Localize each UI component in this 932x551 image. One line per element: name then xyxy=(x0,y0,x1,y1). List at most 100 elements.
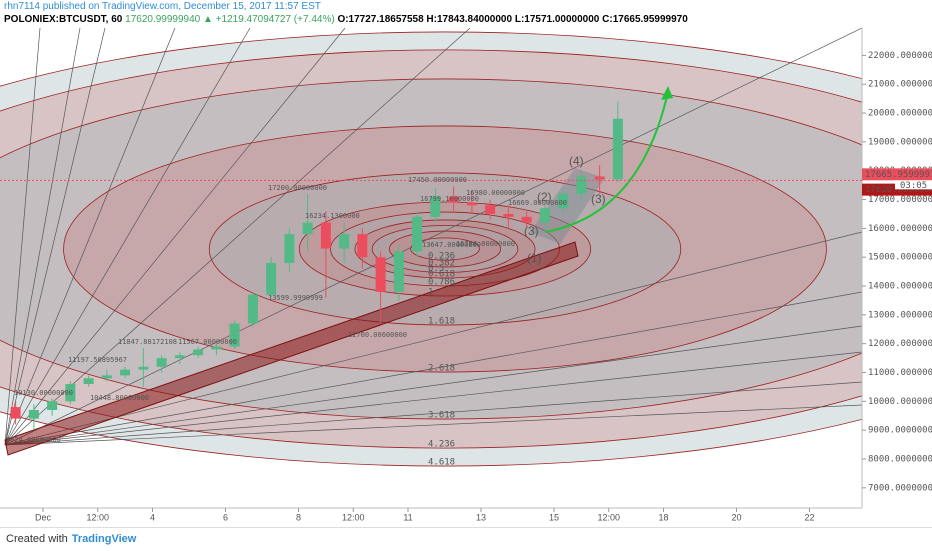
countdown: 03:05 xyxy=(900,181,927,191)
candle-body xyxy=(521,216,532,223)
fib-label: 2.618 xyxy=(428,364,455,374)
fib-label: 0.618 xyxy=(428,270,455,280)
price-axis xyxy=(862,28,932,527)
fib-label: 4.236 xyxy=(428,440,455,450)
candle-body xyxy=(101,375,112,379)
candle-body xyxy=(576,176,587,194)
candle-body xyxy=(10,407,21,419)
channel xyxy=(4,241,579,456)
forecast-arrow xyxy=(544,91,669,233)
x-tick-label: 4 xyxy=(150,512,155,522)
candle-body xyxy=(174,355,185,359)
author-line: rhn7114 published on TradingView.com, De… xyxy=(4,1,321,12)
y-tick-label: 8000.00000000 xyxy=(868,454,932,464)
candle-body xyxy=(284,234,295,263)
countdown-bg xyxy=(895,180,932,190)
y-tick-label: 9000.00000000 xyxy=(868,426,932,436)
price-annotation: 10130.00000000 xyxy=(14,389,73,397)
open: O:17727.18657558 xyxy=(337,14,424,25)
price-annotation: 16234.1300000 xyxy=(305,212,360,220)
header: rhn7114 published on TradingView.com, De… xyxy=(0,0,932,28)
candle-body xyxy=(339,234,350,249)
candle-body xyxy=(539,208,550,223)
y-tick-label: 12000.00000000 xyxy=(868,339,932,349)
price-annotation: 17450.00000000 xyxy=(408,176,467,184)
x-tick-label: 12:00 xyxy=(86,512,109,522)
change: ▲ +1219.47094727 (+7.44%) xyxy=(203,14,335,25)
price-annotation: 16980.00000000 xyxy=(466,189,525,197)
candle-body xyxy=(28,409,39,419)
candle-body xyxy=(594,176,605,180)
price-annotation: 17200.00000000 xyxy=(268,184,327,192)
candle-body xyxy=(412,216,423,252)
candle-body xyxy=(65,384,76,402)
last-price: 17620.99999940 xyxy=(125,14,201,25)
price-annotation: 12700.00600000 xyxy=(348,331,407,339)
candle-body xyxy=(448,196,459,203)
x-tick-label: 13 xyxy=(476,512,486,522)
close: C:17665.95999970 xyxy=(602,14,688,25)
y-tick-label: 19000.00000000 xyxy=(868,137,932,147)
fan-lines xyxy=(4,28,862,446)
candle-body xyxy=(229,323,240,347)
fib-label: 0.382 xyxy=(428,258,455,268)
price-annotation: 16780.00000000 xyxy=(456,240,515,248)
x-tick-label: 8 xyxy=(296,512,301,522)
price-annotation: 9024.00000000 xyxy=(6,436,61,444)
candle-body xyxy=(393,251,404,292)
fib-label: 1 xyxy=(428,288,433,298)
y-tick-label: 14000.00000000 xyxy=(868,282,932,292)
y-tick-label: 13000.00000000 xyxy=(868,310,932,320)
wave-label: (2) xyxy=(537,190,552,204)
x-tick-label: Dec xyxy=(35,512,52,522)
fib-ellipse xyxy=(371,225,519,273)
fib-label: 4.618 xyxy=(428,458,455,468)
low: L:17571.00000000 xyxy=(514,14,600,25)
price-annotation: 13647.00000000 xyxy=(422,241,481,249)
candle-body xyxy=(430,196,441,217)
price-annotation: 10448.80000000 xyxy=(90,394,149,402)
price-tag-label: 17665.95999970 xyxy=(865,170,932,180)
price-tag xyxy=(862,168,932,181)
x-tick-label: 11 xyxy=(403,512,412,522)
high: H:17843.84000000 xyxy=(426,14,513,25)
x-tick-label: 18 xyxy=(658,512,668,522)
y-tick-label: 15000.00000000 xyxy=(868,253,932,263)
y-tick-label: 10000.00000000 xyxy=(868,397,932,407)
fib-ellipse xyxy=(0,78,862,420)
brand: TradingView xyxy=(71,533,137,545)
candle-body xyxy=(138,366,149,370)
price-annotation: 16799.10000000 xyxy=(420,195,479,203)
price-annotation: 16669.00000000 xyxy=(508,199,567,207)
candle-body xyxy=(357,234,368,258)
created-with: Created with xyxy=(6,533,68,545)
fib-label: 1.618 xyxy=(428,317,455,327)
y-tick-label: 16000.00000000 xyxy=(868,224,932,234)
candle-body xyxy=(375,257,386,292)
arrow-head xyxy=(661,86,673,100)
y-tick-label: 17000.00000000 xyxy=(868,195,932,205)
wave-label: (3) xyxy=(524,224,539,238)
x-tick-label: 6 xyxy=(223,512,228,522)
fib-label: 0.786 xyxy=(428,277,455,287)
price-annotation: 11567.00000000 xyxy=(178,338,237,346)
fib-ellipse xyxy=(0,31,862,467)
candle-body xyxy=(320,222,331,249)
wave-label: (1) xyxy=(527,251,542,265)
price-annotation: 11847.88172108 xyxy=(118,338,177,346)
price-tag-label: 17620.99999940 xyxy=(865,185,932,195)
fib-label: 0.5 xyxy=(428,264,444,274)
footer: Created with TradingView xyxy=(0,527,932,550)
wave-label: (3) xyxy=(591,192,606,206)
candle-body xyxy=(302,222,313,235)
candle-body xyxy=(466,202,477,206)
candle-body xyxy=(193,349,204,356)
candle-body xyxy=(266,262,277,295)
x-tick-label: 20 xyxy=(731,512,741,522)
symbol: POLONIEX:BTCUSDT, 60 xyxy=(4,14,123,25)
candle-body xyxy=(612,118,623,180)
y-tick-label: 7000.00000000 xyxy=(868,483,932,493)
candle-body xyxy=(83,378,94,385)
